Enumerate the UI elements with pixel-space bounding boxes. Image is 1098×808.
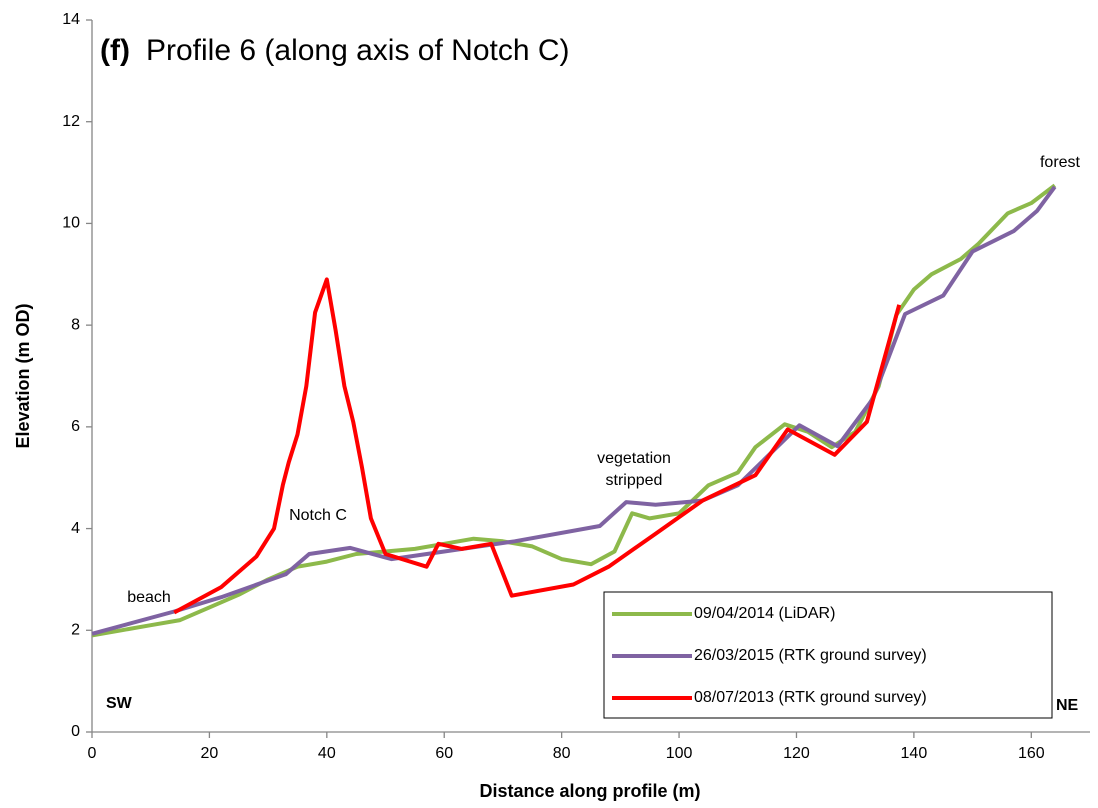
annotation: vegetation — [597, 450, 671, 467]
x-tick-label: 140 — [901, 745, 928, 762]
x-tick-label: 100 — [666, 745, 693, 762]
chart-title-label: (f) — [100, 34, 130, 67]
x-tick-label: 20 — [201, 745, 219, 762]
legend-label: 26/03/2015 (RTK ground survey) — [694, 647, 927, 664]
legend-label: 09/04/2014 (LiDAR) — [694, 605, 835, 622]
x-tick-label: 120 — [783, 745, 810, 762]
annotation: stripped — [606, 472, 663, 489]
y-tick-label: 4 — [71, 520, 80, 537]
y-tick-label: 8 — [71, 316, 80, 333]
x-tick-label: 80 — [553, 745, 571, 762]
x-tick-label: 0 — [88, 745, 97, 762]
annotation: beach — [127, 589, 171, 606]
y-tick-label: 10 — [62, 215, 80, 232]
annotation: forest — [1040, 154, 1081, 171]
y-tick-label: 6 — [71, 418, 80, 435]
x-tick-label: 60 — [435, 745, 453, 762]
annotation: NE — [1056, 697, 1079, 714]
series-line — [91, 185, 1057, 636]
legend-label: 08/07/2013 (RTK ground survey) — [694, 689, 927, 706]
series-line — [91, 183, 1057, 638]
x-axis-label: Distance along profile (m) — [479, 781, 700, 801]
y-tick-label: 0 — [71, 723, 80, 740]
annotation: Notch C — [289, 507, 347, 524]
annotation: SW — [106, 695, 133, 712]
chart-title: Profile 6 (along axis of Notch C) — [146, 34, 570, 67]
x-tick-label: 40 — [318, 745, 336, 762]
y-tick-label: 14 — [62, 11, 80, 28]
y-tick-label: 12 — [62, 113, 80, 130]
x-tick-label: 160 — [1018, 745, 1045, 762]
series-line — [173, 277, 902, 615]
y-axis-label: Elevation (m OD) — [13, 303, 33, 448]
y-tick-label: 2 — [71, 622, 80, 639]
